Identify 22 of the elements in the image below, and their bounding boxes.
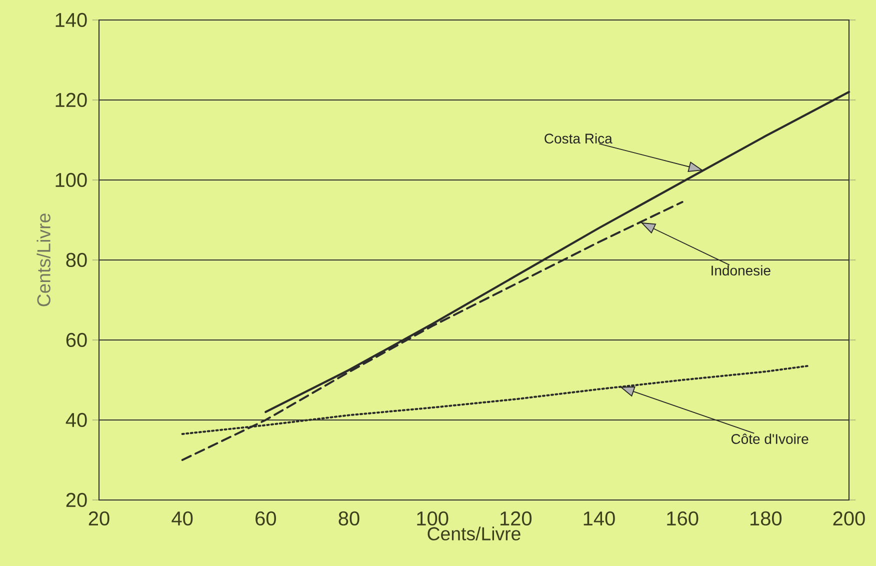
x-axis-title: Cents/Livre: [428, 526, 520, 540]
annotation: Costa Rica: [544, 133, 612, 144]
x-tick-label: 20: [88, 511, 110, 526]
y-tick-label: 80: [66, 252, 87, 268]
x-tick-label: 180: [750, 511, 782, 526]
y-tick-label: 60: [66, 332, 87, 348]
y-tick-label: 100: [56, 172, 87, 188]
y-axis-title: Cents/Livre: [36, 214, 50, 306]
x-tick-label: 40: [172, 511, 193, 526]
y-tick-label: 140: [56, 12, 87, 28]
y-tick-label: 20: [66, 492, 87, 508]
x-tick-label: 120: [500, 511, 532, 526]
x-tick-label: 80: [338, 511, 360, 526]
y-tick-label: 120: [56, 92, 87, 108]
annotation: Indonesie: [712, 265, 770, 276]
x-tick-label: 140: [584, 511, 615, 526]
y-tick-label: 40: [66, 412, 87, 428]
annotation: Côte d'Ivoire: [731, 434, 808, 444]
x-tick-label: 60: [256, 511, 276, 526]
x-tick-label: 160: [667, 511, 698, 526]
x-tick-label: 100: [417, 511, 448, 526]
x-tick-label: 200: [833, 511, 865, 526]
